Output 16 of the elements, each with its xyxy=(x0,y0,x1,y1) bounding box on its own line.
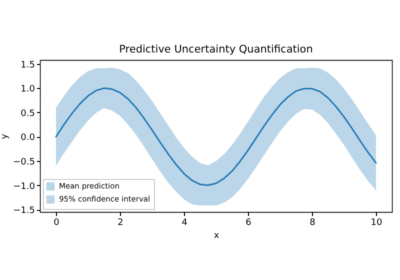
y-tick-label: 1.5 xyxy=(20,60,35,70)
y-tick-label: −1.0 xyxy=(13,182,36,192)
x-tick-label: 6 xyxy=(246,218,252,228)
x-tick-label: 0 xyxy=(54,218,60,228)
y-tick-label: 0.0 xyxy=(20,133,36,144)
x-axis-title: x xyxy=(214,231,220,241)
chart-title: Predictive Uncertainty Quantification xyxy=(119,43,313,56)
y-axis-title: y xyxy=(0,133,10,140)
y-tick-label: 1.0 xyxy=(20,84,36,95)
y-tick-label: −0.5 xyxy=(13,158,35,168)
x-tick-label: 4 xyxy=(182,218,188,228)
x-tick-label: 8 xyxy=(310,218,316,228)
y-tick-label: 0.5 xyxy=(20,108,35,119)
y-tick-label: −1.5 xyxy=(13,206,35,216)
x-tick-label: 2 xyxy=(118,218,124,228)
x-tick-label: 10 xyxy=(370,218,382,228)
